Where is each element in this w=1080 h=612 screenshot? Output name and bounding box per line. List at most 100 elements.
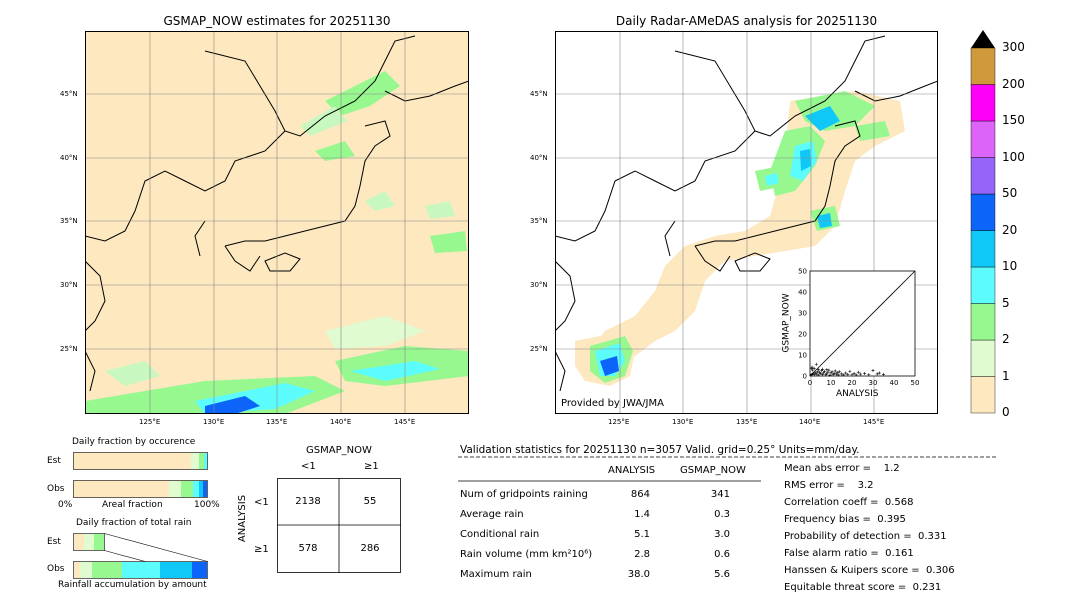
val-row-1-label: Average rain <box>460 509 524 520</box>
scatter-point-39 <box>867 373 871 377</box>
scatter-ytick-4: 40 <box>798 289 807 297</box>
colorbar-label-1: 1 <box>1002 368 1010 383</box>
scatter-xlabel: ANALYSIS <box>836 389 879 399</box>
left-rain-patches <box>85 71 469 414</box>
right-lon-125: 125°E <box>608 418 630 426</box>
axis-100pct: 100% <box>194 500 220 510</box>
val-row-0-analysis: 864 <box>630 489 650 500</box>
scatter-point-45 <box>812 367 816 371</box>
scatter-point-40 <box>871 369 875 373</box>
colorbar-label-8: 150 <box>1002 113 1025 127</box>
scatter-point-16 <box>826 370 830 374</box>
ct-row-ge: ≥1 <box>254 544 269 555</box>
left-lon-130: 130°E <box>203 418 225 426</box>
colorbar-label-2: 2 <box>1002 332 1010 346</box>
scatter-point-22 <box>832 371 836 375</box>
scatter-point-27 <box>837 370 841 374</box>
score-3: Frequency bias = 0.395 <box>784 514 906 525</box>
colorbar-seg-1 <box>970 339 996 377</box>
left-lat-35: 35°N <box>60 217 78 225</box>
ct-grid <box>277 478 401 573</box>
val-row-0-label: Num of gridpoints raining <box>460 489 588 500</box>
scatter-xtick-0: 0 <box>808 379 812 387</box>
val-row-4-gsmap: 5.6 <box>714 569 730 580</box>
scatter-xtick-5: 50 <box>911 379 920 387</box>
scatter-point-43 <box>882 372 885 376</box>
val-row-2-gsmap: 3.0 <box>714 529 730 540</box>
right-lat-30: 30°N <box>530 281 548 289</box>
rain-bars <box>73 533 208 579</box>
left-lat-40: 40°N <box>60 154 78 162</box>
val-table-rule <box>458 480 761 482</box>
right-lon-130: 130°E <box>672 418 694 426</box>
val-row-0-gsmap: 341 <box>710 489 730 500</box>
ct-row-label: ANALYSIS <box>237 494 249 543</box>
rain-title: Daily fraction of total rain <box>76 518 192 528</box>
colorbar-seg-3 <box>970 266 996 304</box>
colorbar-label-6: 50 <box>1002 186 1018 200</box>
scatter-point-15 <box>825 372 829 376</box>
val-row-3-analysis: 2.8 <box>634 549 650 560</box>
scatter-xtick-1: 10 <box>827 379 836 387</box>
val-row-1-analysis: 1.4 <box>634 509 650 520</box>
scatter-xtick-4: 40 <box>890 379 899 387</box>
colorbar <box>970 30 996 414</box>
colorbar-label-7: 100 <box>1002 149 1025 164</box>
rain-obs-label: Obs <box>47 564 65 574</box>
ct-v22: 286 <box>360 543 380 554</box>
val-row-3-gsmap: 0.6 <box>714 549 730 560</box>
scatter-point-42 <box>877 371 881 375</box>
scatter-inset: 00 10 10 20 20 30 30 40 40 50 50 <box>798 268 920 388</box>
colorbar-seg-6 <box>970 157 996 195</box>
scatter-point-26 <box>836 373 840 377</box>
colorbar-label-4: 10 <box>1002 259 1018 273</box>
scatter-point-30 <box>844 371 848 375</box>
ct-v12: 55 <box>363 496 377 507</box>
scatter-point-50 <box>821 367 825 371</box>
score-2: Correlation coeff = 0.568 <box>784 497 914 508</box>
scatter-point-23 <box>833 369 837 373</box>
scatter-ytick-5: 50 <box>798 268 807 276</box>
scatter-point-51 <box>825 368 829 372</box>
scatter-point-46 <box>814 362 818 366</box>
val-row-4-label: Maximum rain <box>460 569 532 580</box>
scatter-point-37 <box>858 372 862 376</box>
colorbar-seg-7 <box>970 120 996 158</box>
scatter-point-29 <box>842 373 846 377</box>
colorbar-label-10: 300 <box>1002 40 1025 54</box>
occurrence-bars <box>73 452 208 498</box>
validation-dash <box>458 456 996 458</box>
scatter-point-36 <box>856 370 860 374</box>
ct-header: GSMAP_NOW <box>306 445 372 456</box>
val-row-2-analysis: 5.1 <box>634 529 650 540</box>
scatter-point-5 <box>814 372 818 376</box>
occ-est-label: Est <box>47 456 61 466</box>
occ-obs-label: Obs <box>47 484 65 494</box>
scatter-point-38 <box>863 371 867 375</box>
scatter-ylabel: GSMAP_NOW <box>781 293 792 353</box>
right-coastline <box>555 35 938 392</box>
scatter-point-41 <box>875 372 879 376</box>
score-1: RMS error = 3.2 <box>784 480 874 491</box>
rain-caption: Rainfall accumulation by amount <box>58 580 207 590</box>
colorbar-label-3: 5 <box>1002 295 1010 310</box>
right-map-title: Daily Radar-AMeDAS analysis for 20251130 <box>615 14 878 28</box>
right-lat-35: 35°N <box>530 217 548 225</box>
colorbar-label-5: 20 <box>1002 222 1018 237</box>
left-map <box>85 31 469 414</box>
scatter-point-3 <box>812 373 816 377</box>
colorbar-seg-4 <box>970 230 996 268</box>
rain-est-label: Est <box>47 537 61 547</box>
axis-areal: Areal fraction <box>102 500 163 510</box>
occurrence-title: Daily fraction by occurence <box>72 437 196 447</box>
scatter-point-13 <box>823 369 827 373</box>
left-graticule <box>85 31 469 414</box>
scatter-point-49 <box>810 366 814 370</box>
right-lat-40: 40°N <box>530 154 548 162</box>
scatter-ytick-0: 0 <box>803 373 807 381</box>
ct-col-lt: <1 <box>301 461 316 472</box>
score-7: Equitable threat score = 0.231 <box>784 582 942 593</box>
ct-col-ge: ≥1 <box>364 461 379 472</box>
scatter-xtick-3: 30 <box>869 379 878 387</box>
val-col-gsmap: GSMAP_NOW <box>680 465 746 476</box>
